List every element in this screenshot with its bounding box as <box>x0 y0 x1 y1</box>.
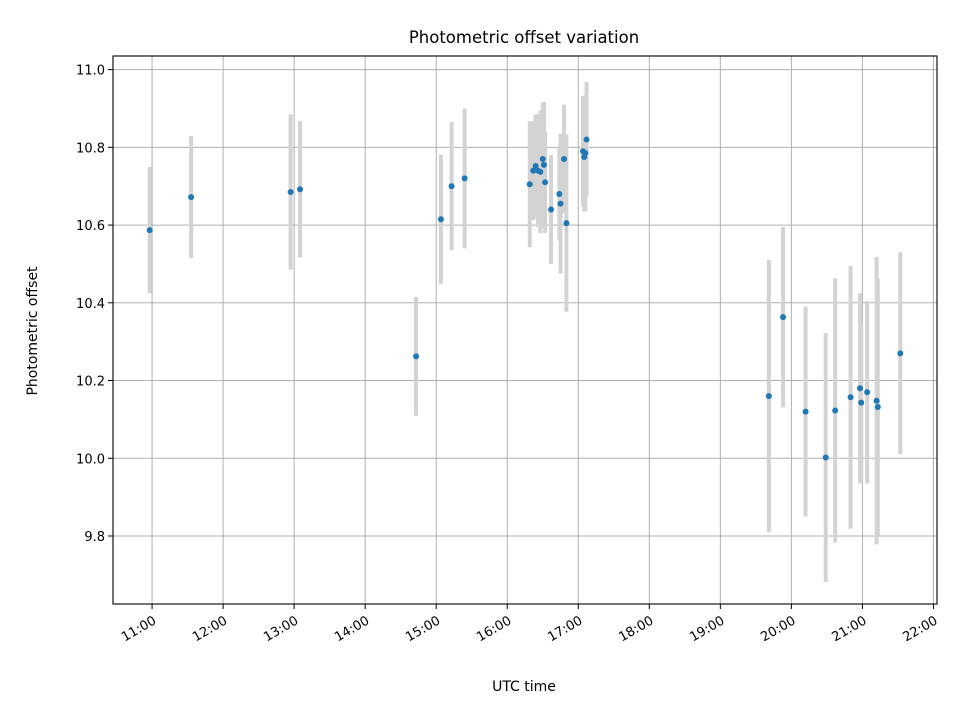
y-tick-label: 10.6 <box>76 219 105 234</box>
y-tick-label: 11.0 <box>76 64 105 79</box>
data-point <box>448 183 455 190</box>
data-points <box>146 136 904 461</box>
y-tick-label: 10.2 <box>76 375 105 390</box>
data-point <box>857 385 864 392</box>
data-point <box>822 454 829 461</box>
y-axis-ticks: 9.8 10.0 10.2 10.4 10.6 10.8 11.0 <box>76 64 113 545</box>
data-point <box>847 394 854 401</box>
data-point <box>437 216 444 223</box>
data-point <box>765 393 772 400</box>
grid <box>113 56 937 604</box>
y-tick-label: 10.4 <box>76 297 105 312</box>
data-point <box>539 155 546 162</box>
data-point <box>532 162 539 169</box>
data-point <box>582 150 589 157</box>
y-axis-label: Photometric offset <box>25 266 41 396</box>
data-point <box>563 220 570 227</box>
y-tick-label: 10.0 <box>76 452 105 467</box>
axes-frame <box>112 55 938 605</box>
data-point <box>556 190 563 197</box>
data-point <box>874 403 881 410</box>
data-point <box>461 175 468 182</box>
data-point <box>583 136 590 143</box>
data-point <box>864 389 871 396</box>
data-point <box>832 407 839 414</box>
y-tick-label: 9.8 <box>84 530 105 545</box>
data-point <box>287 189 294 196</box>
data-point <box>537 168 544 175</box>
data-point <box>780 314 787 321</box>
data-point <box>530 167 537 174</box>
data-point <box>188 194 195 201</box>
data-point <box>548 206 555 213</box>
data-point <box>873 397 880 404</box>
data-point <box>897 350 904 357</box>
data-point <box>297 186 304 193</box>
x-axis-label: UTC time <box>492 679 556 695</box>
data-point <box>542 179 549 186</box>
data-point <box>146 227 153 234</box>
data-point <box>858 399 865 406</box>
y-tick-label: 10.8 <box>76 141 105 156</box>
data-point <box>557 200 564 207</box>
data-point <box>561 155 568 162</box>
chart-title: Photometric offset variation <box>409 28 639 47</box>
data-point <box>526 181 533 188</box>
data-point <box>802 408 809 415</box>
data-point <box>413 353 420 360</box>
data-point <box>540 161 547 168</box>
